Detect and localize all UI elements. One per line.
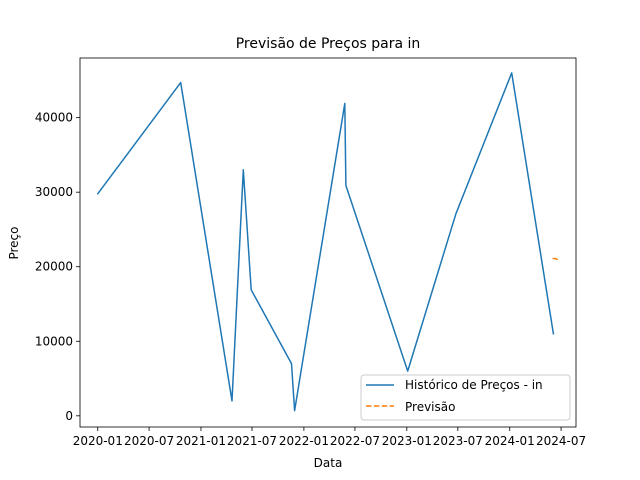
- x-tick-label-2022-07: 2022-07: [330, 434, 380, 448]
- legend: Histórico de Preços - in Previsão: [360, 374, 571, 421]
- y-tick-label-20000: 20000: [35, 260, 73, 274]
- x-tick-label-2023-07: 2023-07: [433, 434, 483, 448]
- plot-frame: [79, 57, 577, 428]
- x-axis-title: Data: [314, 456, 343, 470]
- y-axis: 0 10000 20000 30000 40000: [35, 111, 80, 423]
- legend-label-previsao: Previsão: [405, 400, 455, 414]
- y-axis-title: Preço: [7, 226, 21, 259]
- series-line-previsao: [552, 257, 559, 261]
- legend-label-historico: Histórico de Preços - in: [405, 378, 543, 392]
- x-tick-label-2024-07: 2024-07: [536, 434, 586, 448]
- x-tick-label-2024-01: 2024-01: [485, 434, 535, 448]
- x-tick-label-2020-01: 2020-01: [73, 434, 123, 448]
- x-tick-label-2020-07: 2020-07: [124, 434, 174, 448]
- y-tick-label-10000: 10000: [35, 334, 73, 348]
- y-tick-label-0: 0: [65, 409, 73, 423]
- y-tick-label-40000: 40000: [35, 111, 73, 125]
- x-tick-label-2023-01: 2023-01: [382, 434, 432, 448]
- y-tick-label-30000: 30000: [35, 185, 73, 199]
- x-tick-label-2021-01: 2021-01: [176, 434, 226, 448]
- x-tick-label-2021-07: 2021-07: [227, 434, 277, 448]
- series-line-historico-de-precos-in: [96, 72, 555, 412]
- series-layer: [96, 72, 559, 412]
- legend-box: [360, 374, 571, 421]
- x-tick-label-2022-01: 2022-01: [279, 434, 329, 448]
- chart-title: Previsão de Preços para in: [236, 36, 421, 52]
- x-axis: 2020-01 2020-07 2021-01 2021-07 2022-01 2022-…: [73, 427, 586, 448]
